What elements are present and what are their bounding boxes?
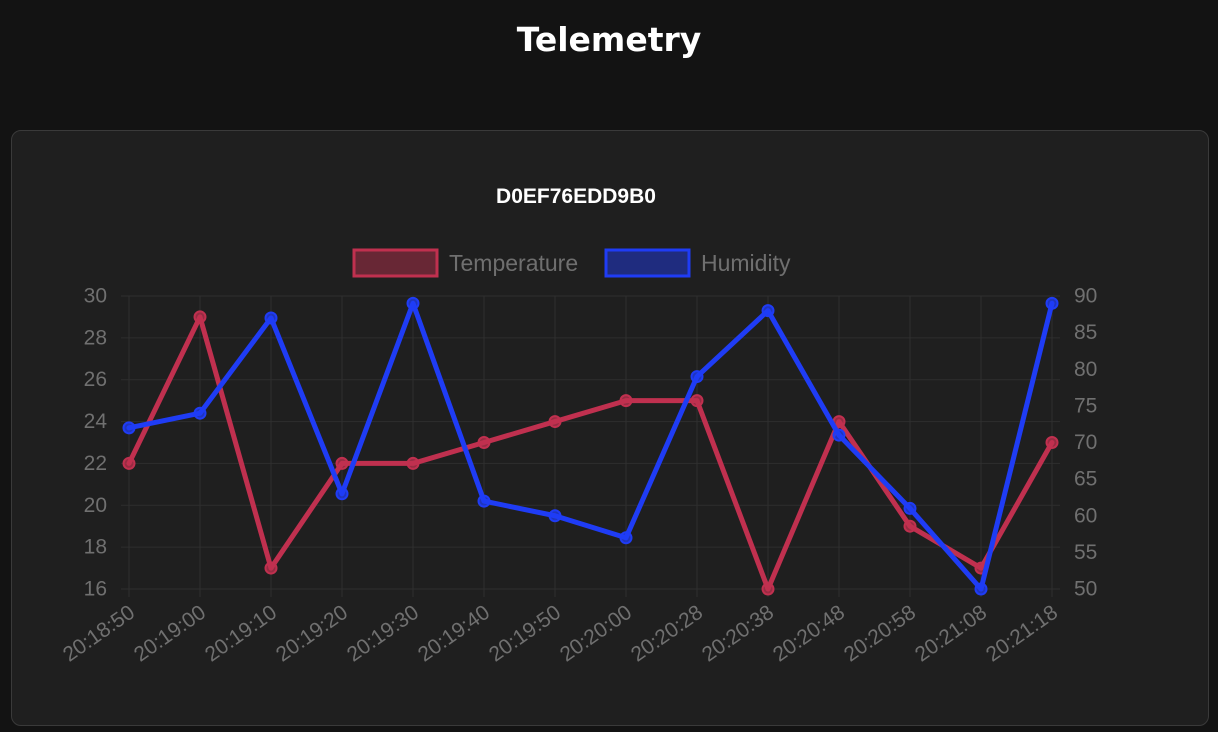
legend-item-temperature[interactable]: Temperature: [352, 248, 578, 278]
data-point-temperature[interactable]: [406, 456, 420, 470]
legend-swatch: [604, 248, 691, 278]
series-line-temperature: [126, 314, 1055, 592]
x-tick-label: 20:20:48: [769, 601, 849, 667]
data-point-humidity[interactable]: [406, 296, 420, 310]
x-tick-label: 20:19:20: [272, 601, 352, 667]
y-left-tick-label: 24: [84, 410, 108, 433]
x-tick-label: 20:18:50: [59, 601, 139, 667]
data-point-humidity[interactable]: [832, 428, 846, 442]
data-point-humidity[interactable]: [974, 582, 988, 596]
y-left-tick-label: 26: [84, 368, 107, 391]
data-point-humidity[interactable]: [761, 304, 775, 318]
series-line-humidity: [126, 300, 1055, 592]
data-point-temperature[interactable]: [548, 415, 562, 429]
y-right-tick-label: 60: [1074, 504, 1097, 527]
data-point-humidity[interactable]: [335, 487, 349, 501]
x-tick-label: 20:20:38: [698, 601, 778, 667]
x-axis-ticks: 20:18:5020:19:0020:19:1020:19:2020:19:30…: [59, 601, 1062, 667]
y-left-tick-label: 28: [84, 326, 107, 349]
x-tick-label: 20:21:18: [982, 601, 1062, 667]
data-point-humidity[interactable]: [1045, 296, 1059, 310]
page-title: Telemetry: [516, 20, 702, 59]
x-tick-label: 20:19:00: [130, 601, 210, 667]
data-point-humidity[interactable]: [903, 501, 917, 515]
data-point-temperature[interactable]: [1045, 436, 1059, 449]
y-right-tick-label: 85: [1074, 321, 1097, 344]
y-axis-right-ticks: 50 55 60 65 70 75 80 85 90: [1074, 285, 1097, 601]
y-left-tick-label: 30: [84, 285, 107, 308]
chart-title: D0EF76EDD9B0: [496, 185, 656, 208]
y-right-tick-label: 55: [1074, 541, 1097, 564]
legend-item-humidity[interactable]: Humidity: [604, 248, 791, 278]
chart-card: [11, 130, 1209, 726]
data-point-temperature[interactable]: [619, 394, 633, 408]
x-tick-label: 20:20:58: [840, 601, 920, 667]
y-right-tick-label: 90: [1074, 285, 1097, 308]
x-tick-label: 20:19:10: [201, 601, 281, 667]
data-point-temperature[interactable]: [122, 456, 136, 470]
chart-grid: [121, 295, 1060, 597]
data-point-temperature[interactable]: [761, 582, 775, 596]
data-point-temperature[interactable]: [335, 456, 349, 470]
y-right-tick-label: 70: [1074, 431, 1097, 454]
y-left-tick-label: 20: [84, 494, 107, 517]
data-point-humidity[interactable]: [548, 509, 562, 523]
x-tick-label: 20:20:00: [556, 601, 636, 667]
data-point-temperature[interactable]: [903, 519, 917, 533]
chart-series: [122, 296, 1059, 596]
y-right-tick-label: 65: [1074, 468, 1097, 491]
data-point-humidity[interactable]: [477, 494, 491, 508]
series-temperature: [122, 310, 1059, 596]
x-tick-label: 20:19:40: [414, 601, 494, 667]
y-right-tick-label: 50: [1074, 578, 1097, 601]
data-point-humidity[interactable]: [619, 531, 633, 545]
series-humidity: [122, 296, 1059, 596]
y-right-tick-label: 80: [1074, 358, 1097, 381]
legend-label: Humidity: [701, 250, 791, 276]
x-tick-label: 20:19:50: [485, 601, 565, 667]
data-point-humidity[interactable]: [193, 406, 207, 420]
data-point-temperature[interactable]: [690, 394, 704, 408]
x-tick-label: 20:21:08: [911, 601, 991, 667]
data-point-humidity[interactable]: [690, 370, 704, 384]
data-point-temperature[interactable]: [193, 310, 207, 324]
data-point-temperature[interactable]: [264, 561, 278, 575]
y-left-tick-label: 18: [84, 536, 107, 559]
data-point-humidity[interactable]: [122, 421, 136, 435]
chart-legend[interactable]: Temperature Humidity: [352, 248, 791, 278]
y-left-tick-label: 22: [84, 452, 107, 475]
y-right-tick-label: 75: [1074, 394, 1097, 417]
data-point-temperature[interactable]: [477, 436, 491, 449]
y-axis-left-ticks: 16 18 20 22 24 26 28 30: [84, 285, 108, 601]
data-point-humidity[interactable]: [264, 311, 278, 325]
x-tick-label: 20:19:30: [343, 601, 423, 667]
legend-label: Temperature: [449, 250, 578, 276]
x-tick-label: 20:20:28: [627, 601, 707, 667]
legend-swatch: [352, 248, 439, 278]
y-left-tick-label: 16: [84, 578, 107, 601]
